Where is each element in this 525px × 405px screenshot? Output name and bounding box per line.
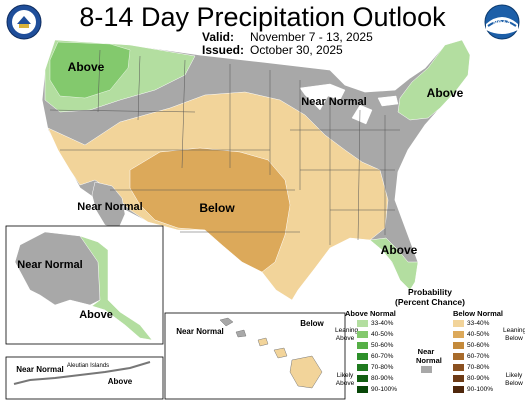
legend-below-range: 50-60%: [467, 342, 490, 349]
legend-below-swatch: [453, 319, 464, 327]
legend-below-row: 60-70%: [453, 352, 489, 361]
legend-title: Probability (Percent Chance): [395, 287, 465, 307]
legend-near-swatch: [421, 365, 432, 373]
legend-above-swatch: [357, 330, 368, 338]
legend-below-row: 90-100%: [453, 385, 493, 394]
legend-above-swatch: [357, 385, 368, 393]
great-lakes-water: [299, 83, 399, 125]
legend-above-swatch: [357, 363, 368, 371]
legend-above-range: 70-80%: [371, 364, 394, 371]
hawaii-inset-frame: [164, 312, 346, 400]
hawaii-label-below: Below: [300, 319, 324, 328]
legend-below-swatch: [453, 341, 464, 349]
state-boundaries: [49, 49, 400, 245]
legend-above-range: 90-100%: [371, 386, 398, 393]
map-label-pacific-northwest: Above: [68, 60, 105, 74]
legend-below-swatch: [453, 330, 464, 338]
legend-above-row: 33-40%: [357, 319, 393, 328]
legend-near-title: Near Normal: [416, 347, 442, 365]
legend-below-range: 33-40%: [467, 320, 490, 327]
legend-above-swatch: [357, 374, 368, 382]
legend-below-swatch: [453, 385, 464, 393]
legend-below-swatch: [453, 352, 464, 360]
legend-above-row: 90-100%: [357, 385, 397, 394]
legend-below-swatch: [453, 363, 464, 371]
northeast-above-region: [397, 39, 471, 121]
noaa-logo: NOAA: [484, 4, 520, 40]
aleutian-inset-frame: [5, 356, 164, 400]
southern-plains-below-mid-region: [129, 147, 291, 273]
legend-above-range: 33-40%: [371, 320, 394, 327]
aleutian-islands-shape: [13, 361, 151, 385]
legend-below-row: 50-60%: [453, 341, 489, 350]
legend-below-range: 80-90%: [467, 375, 490, 382]
legend-above-row: 40-50%: [357, 330, 393, 339]
hawaii-below-islands: [257, 337, 323, 389]
legend-below-row: 70-80%: [453, 363, 489, 372]
legend-above-row: 70-80%: [357, 363, 393, 372]
map-label-northeast: Above: [427, 86, 464, 100]
valid-label: Valid:: [202, 30, 235, 44]
legend-below-range: 40-50%: [467, 331, 490, 338]
map-label-southeast: Above: [381, 243, 418, 257]
legend-likely-above: Likely Above: [335, 372, 355, 387]
legend-above-row: 80-90%: [357, 374, 393, 383]
legend-below-range: 70-80%: [467, 364, 490, 371]
hawaii-near-normal-islands: [219, 317, 247, 338]
legend-leaning-below: Leaning Below: [503, 327, 525, 342]
legend-below-row: 40-50%: [453, 330, 489, 339]
legend-below-swatch: [453, 374, 464, 382]
pacific-northwest-above-mid-region: [49, 41, 131, 99]
aleutian-label-near-normal: Near Normal: [16, 365, 64, 374]
legend-below-row: 33-40%: [453, 319, 489, 328]
issued-line: Issued: October 30, 2025: [202, 43, 343, 57]
noaa-logo-text: NOAA: [493, 21, 511, 27]
map-label-southern-plains: Below: [199, 201, 235, 215]
legend-above-swatch: [357, 341, 368, 349]
legend-likely-below: Likely Below: [505, 372, 523, 387]
legend-above-row: 50-60%: [357, 341, 393, 350]
map-title: 8-14 Day Precipitation Outlook: [79, 2, 446, 32]
legend-below-row: 80-90%: [453, 374, 489, 383]
aleutian-label-above: Above: [108, 377, 133, 386]
legend-above-range: 50-60%: [371, 342, 394, 349]
issued-value: October 30, 2025: [250, 43, 343, 57]
alaska-label-near-normal: Near Normal: [17, 259, 82, 271]
legend-leaning-above: Leaning Above: [335, 327, 359, 342]
map-label-great-lakes: Near Normal: [301, 96, 366, 108]
issued-label: Issued:: [202, 43, 245, 57]
alaska-above-region: [79, 235, 153, 341]
legend-above-title: Above Normal: [345, 309, 396, 318]
legend-above-swatch: [357, 319, 368, 327]
map-label-california: Near Normal: [77, 201, 142, 213]
legend-above-row: 60-70%: [357, 352, 393, 361]
valid-line: Valid: November 7 - 13, 2025: [202, 30, 373, 44]
florida-above-region: [369, 237, 419, 291]
legend-above-range: 40-50%: [371, 331, 394, 338]
probability-legend: Probability (Percent Chance) Above Norma…: [335, 287, 525, 405]
legend-below-range: 90-100%: [467, 386, 494, 393]
legend-below-range: 60-70%: [467, 353, 490, 360]
legend-near-swatch-row: [421, 365, 435, 374]
legend-above-range: 80-90%: [371, 375, 394, 382]
commerce-seal-logo: [6, 4, 42, 40]
legend-below-title: Below Normal: [453, 309, 504, 318]
legend-above-range: 60-70%: [371, 353, 394, 360]
alaska-label-above: Above: [79, 309, 113, 321]
aleutian-islands-name: Aleutian Islands: [67, 363, 109, 369]
valid-value: November 7 - 13, 2025: [250, 30, 373, 44]
legend-above-swatch: [357, 352, 368, 360]
hawaii-label-near-normal: Near Normal: [176, 327, 224, 336]
